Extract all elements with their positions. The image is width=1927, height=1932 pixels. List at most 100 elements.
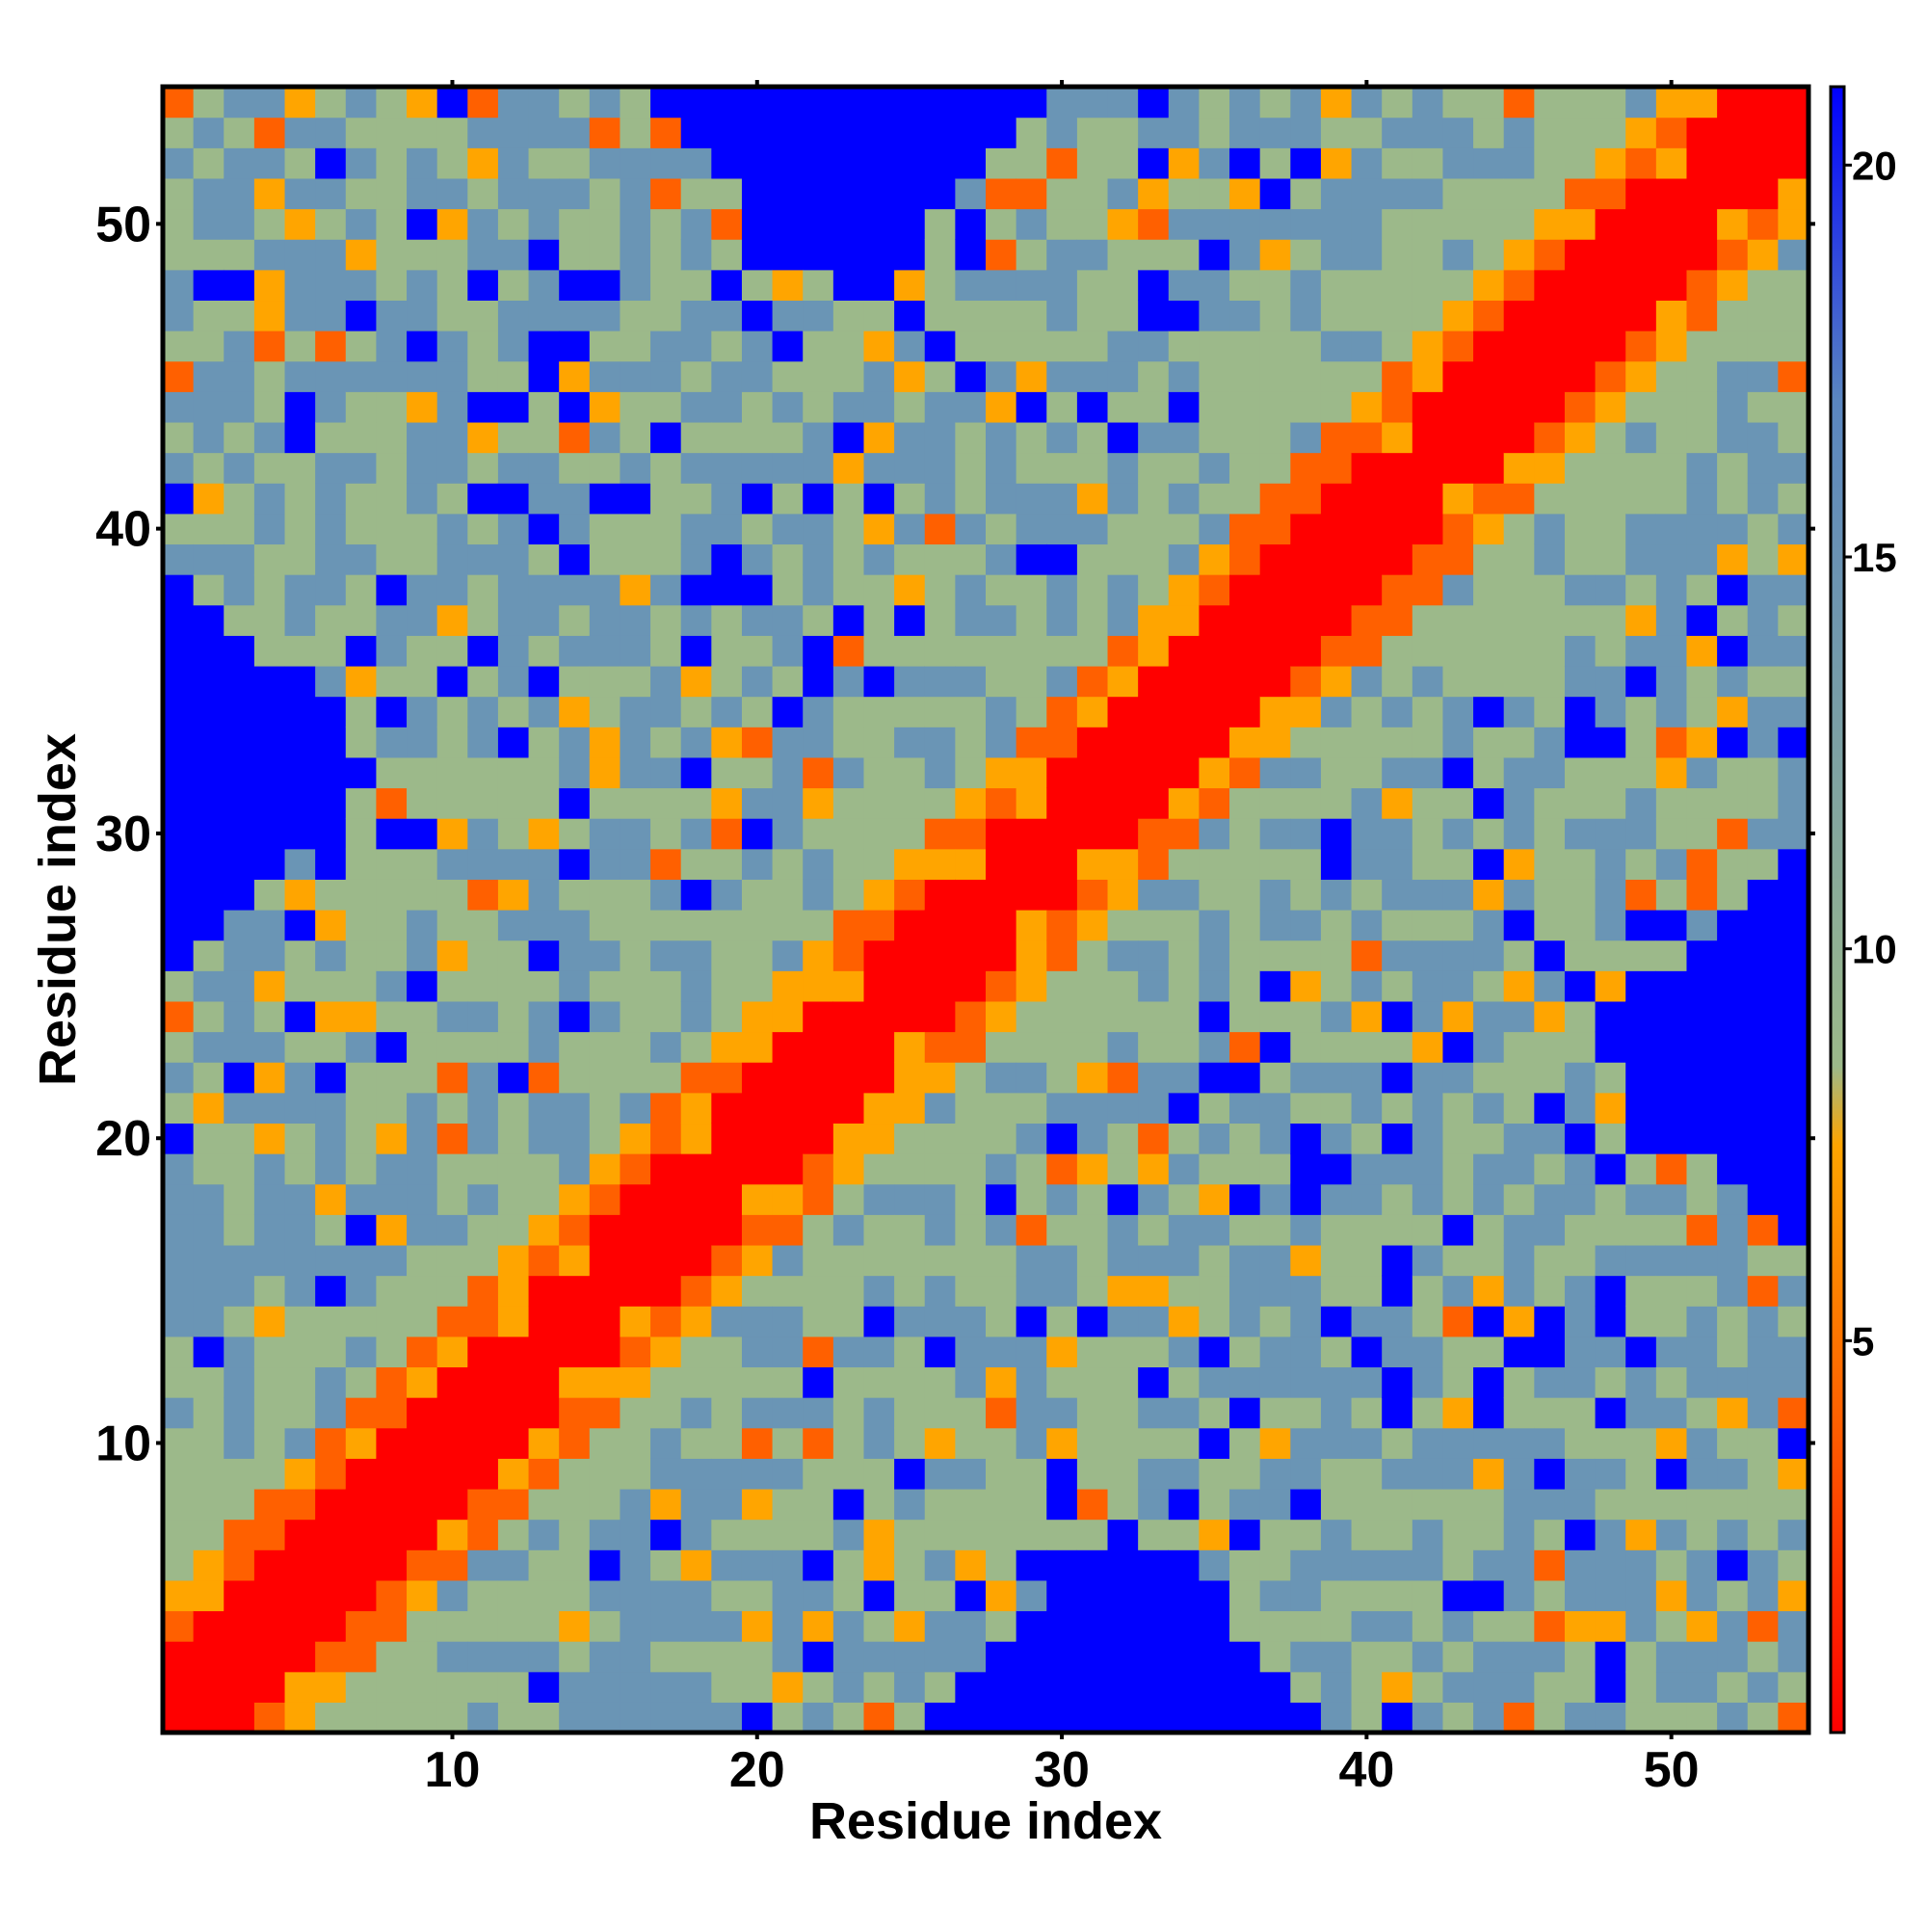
heatmap-cell (924, 787, 956, 819)
heatmap-cell (1717, 1702, 1749, 1734)
heatmap-cell (741, 208, 774, 240)
heatmap-cell (1259, 117, 1291, 148)
heatmap-cell (1168, 1153, 1201, 1185)
heatmap-cell (1382, 756, 1413, 789)
heatmap-cell (284, 1427, 316, 1459)
heatmap-cell (193, 513, 224, 545)
heatmap-cell (1046, 177, 1078, 210)
heatmap-cell (253, 1000, 286, 1033)
heatmap-cell (680, 1031, 712, 1063)
heatmap-cell (1778, 1153, 1809, 1185)
heatmap-cell (894, 1579, 926, 1612)
heatmap-cell (832, 1671, 865, 1703)
heatmap-cell (741, 756, 774, 789)
heatmap-cell (620, 1702, 651, 1734)
heatmap-cell (1747, 1702, 1779, 1734)
heatmap-cell (986, 452, 1017, 484)
heatmap-cell (1595, 727, 1626, 758)
heatmap-cell (589, 665, 621, 698)
heatmap-cell (1076, 1641, 1109, 1673)
heatmap-cell (163, 1306, 195, 1337)
heatmap-cell (1717, 1488, 1749, 1521)
heatmap-cell (1382, 177, 1413, 210)
heatmap-cell (224, 1062, 255, 1094)
heatmap-cell (1564, 1092, 1597, 1125)
heatmap-cell (467, 696, 499, 728)
heatmap-cell (680, 421, 712, 454)
heatmap-cell (1168, 1427, 1201, 1459)
heatmap-cell (1351, 1092, 1383, 1125)
heatmap-cell (1382, 1244, 1413, 1277)
heatmap-cell (986, 1153, 1017, 1185)
heatmap-cell (1778, 1123, 1809, 1154)
heatmap-cell (1747, 910, 1779, 941)
heatmap-cell (832, 1306, 865, 1337)
heatmap-cell (680, 360, 712, 392)
heatmap-cell (1382, 970, 1413, 1002)
heatmap-cell (1655, 208, 1688, 240)
heatmap-cell (803, 1092, 834, 1125)
heatmap-cell (1625, 269, 1657, 302)
heatmap-cell (224, 1336, 255, 1368)
heatmap-cell (741, 513, 774, 545)
heatmap-cell (1107, 1610, 1139, 1642)
heatmap-cell (1168, 421, 1201, 454)
heatmap-cell (253, 665, 286, 698)
heatmap-cell (1229, 391, 1261, 423)
heatmap-cell (1168, 543, 1201, 575)
heatmap-cell (1747, 300, 1779, 331)
heatmap-cell (924, 391, 956, 423)
heatmap-cell (1686, 1306, 1718, 1337)
heatmap-cell (436, 1366, 468, 1398)
heatmap-cell (1655, 1275, 1688, 1307)
heatmap-cell (1442, 513, 1474, 545)
heatmap-cell (497, 1549, 530, 1581)
heatmap-cell (497, 1427, 530, 1459)
heatmap-cell (1259, 1458, 1291, 1490)
heatmap-cell (284, 635, 316, 667)
heatmap-cell (955, 635, 987, 667)
heatmap-cell (1107, 421, 1139, 454)
heatmap-cell (772, 147, 804, 179)
heatmap-cell (163, 147, 195, 179)
heatmap-cell (1351, 331, 1383, 362)
heatmap-cell (803, 940, 834, 971)
heatmap-cell (1625, 331, 1657, 362)
heatmap-cell (772, 177, 804, 210)
heatmap-cell (1076, 421, 1109, 454)
heatmap-cell (1717, 970, 1749, 1002)
heatmap-cell (1107, 696, 1139, 728)
heatmap-cell (1534, 452, 1566, 484)
heatmap-cell (955, 543, 987, 575)
heatmap-cell (1229, 1062, 1261, 1094)
heatmap-cell (284, 360, 316, 392)
heatmap-cell (832, 604, 865, 636)
heatmap-cell (680, 756, 712, 789)
x-axis-ticks: 10 20 30 40 50 (425, 80, 1700, 1798)
heatmap-cell (1442, 848, 1474, 880)
heatmap-cell (467, 177, 499, 210)
heatmap-cell (832, 727, 865, 758)
heatmap-cell (163, 208, 195, 240)
heatmap-cell (1259, 879, 1291, 911)
heatmap-cell (955, 239, 987, 271)
heatmap-cell (955, 1671, 987, 1703)
heatmap-cell (1290, 848, 1322, 880)
heatmap-cell (772, 879, 804, 911)
heatmap-cell (620, 1579, 651, 1612)
heatmap-cell (1229, 1336, 1261, 1368)
heatmap-cell (1625, 574, 1657, 606)
heatmap-cell (224, 574, 255, 606)
heatmap-cell (986, 665, 1017, 698)
heatmap-cell (1259, 727, 1291, 758)
heatmap-cell (1595, 604, 1626, 636)
heatmap-cell (803, 117, 834, 148)
heatmap-cell (589, 1579, 621, 1612)
heatmap-cell (1778, 635, 1809, 667)
heatmap-cell (1382, 1397, 1413, 1429)
heatmap-cell (680, 269, 712, 302)
heatmap-cell (1412, 147, 1444, 179)
heatmap-cell (803, 787, 834, 819)
heatmap-cell (620, 117, 651, 148)
heatmap-cell (1107, 574, 1139, 606)
